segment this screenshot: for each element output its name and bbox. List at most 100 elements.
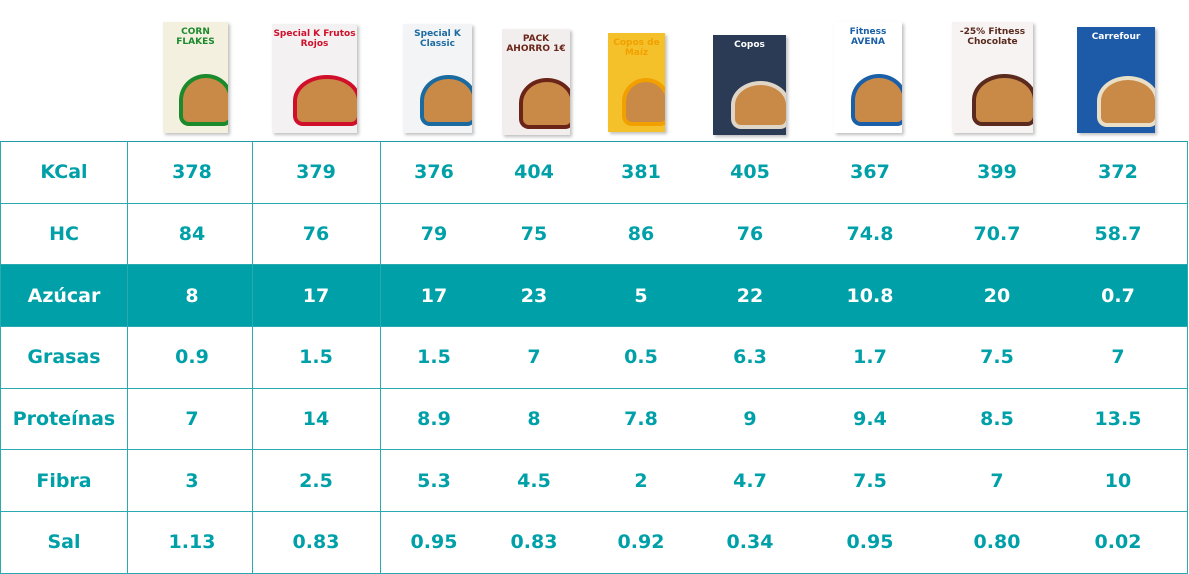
table-cell: 7 [1111,346,1125,369]
row-label: Fibra [36,469,92,492]
product-name: Fitness AVENA [849,27,887,47]
table-cell: 0.7 [1101,284,1135,307]
divider [380,141,381,573]
table-row: Proteínas 7 14 8.9 8 7.8 9 9.4 8.5 13.5 [0,389,1188,451]
table-cell: 399 [977,161,1017,184]
table-cell: 0.83 [510,531,558,554]
table-cell: 381 [621,161,661,184]
table-cell: 7 [527,346,541,369]
cereal-bowl-icon [972,73,1033,127]
table-cell: 22 [736,284,764,307]
row-label: KCal [40,161,88,184]
table-cell: 404 [514,161,554,184]
table-cell: 7 [185,408,199,431]
table-cell: 367 [850,161,890,184]
table-cell: 7 [990,469,1004,492]
table-cell: 0.92 [617,531,665,554]
table-cell: 23 [520,284,548,307]
table-cell: 0.95 [846,531,894,554]
table-cell: 1.5 [299,346,333,369]
cereal-box-image: Special K Frutos Rojos [272,24,357,133]
cereal-box-image: CORN FLAKES [163,22,228,133]
table-row: Grasas 0.9 1.5 1.5 7 0.5 6.3 1.7 7.5 7 [0,327,1188,389]
cereal-bowl-icon [519,78,570,129]
row-label: Sal [47,531,81,554]
table-cell: 405 [730,161,770,184]
table-cell: 0.5 [624,346,658,369]
divider [252,141,253,573]
table-cell: 8 [185,284,199,307]
table-cell: 1.13 [168,531,216,554]
table-cell: 2.5 [299,469,333,492]
table-cell: 74.8 [846,223,894,246]
table-row: HC 84 76 79 75 86 76 74.8 70.7 58.7 [0,204,1188,266]
table-row: Sal 1.13 0.83 0.95 0.83 0.92 0.34 0.95 0.80 0.02 [0,512,1188,574]
table-cell: 7.8 [624,408,658,431]
table-row: Fibra 3 2.5 5.3 4.5 2 4.7 7.5 7 10 [0,450,1188,513]
table-cell: 0.80 [973,531,1021,554]
table-cell: 10 [1104,469,1132,492]
table-cell: 76 [302,223,330,246]
table-cell: 17 [420,284,448,307]
table-cell: 4.5 [517,469,551,492]
table-cell: 1.5 [417,346,451,369]
table-row: KCal 378 379 376 404 381 405 367 399 372 [0,142,1188,204]
cereal-box-image: Fitness AVENA [834,22,902,133]
table-cell: 0.95 [410,531,458,554]
cereal-box-image: Copos [713,35,786,135]
table-cell: 9 [743,408,757,431]
nutrition-table: KCal 378 379 376 404 381 405 367 399 372 HC 84 76 79 7… [0,141,1188,574]
table-row: Azúcar 8 17 17 23 5 22 10.8 20 0.7 [0,265,1188,328]
table-cell: 1.7 [853,346,887,369]
cereal-box-image: Special K Classic [403,24,472,133]
table-cell: 84 [178,223,206,246]
table-cell: 17 [302,284,330,307]
table-cell: 8 [527,408,541,431]
table-cell: 7.5 [980,346,1014,369]
product-name: Special K Classic [414,29,461,49]
table-cell: 9.4 [853,408,887,431]
cereal-box-image: Copos de Maíz [608,33,665,132]
row-label: HC [49,223,79,246]
table-cell: 7.5 [853,469,887,492]
table-cell: 13.5 [1094,408,1142,431]
product-name: CORN FLAKES [176,27,215,47]
product-name: Copos de Maíz [613,38,660,58]
table-cell: 86 [627,223,655,246]
row-label: Grasas [27,346,101,369]
table-cell: 75 [520,223,548,246]
product-name: -25% Fitness Chocolate [959,27,1026,47]
table-cell: 5.3 [417,469,451,492]
table-cell: 10.8 [846,284,894,307]
cereal-box-image: Carrefour [1077,27,1155,133]
table-cell: 70.7 [973,223,1021,246]
product-name: PACK AHORRO 1€ [506,34,566,54]
table-cell: 372 [1098,161,1138,184]
table-cell: 76 [736,223,764,246]
cereal-bowl-icon [851,73,902,127]
table-cell: 8.5 [980,408,1014,431]
table-cell: 3 [185,469,199,492]
cereal-bowl-icon [731,81,786,129]
divider [127,141,128,573]
cereal-box-image: PACK AHORRO 1€ [502,29,570,135]
table-cell: 14 [302,408,330,431]
table-cell: 376 [414,161,454,184]
table-cell: 2 [634,469,648,492]
table-cell: 20 [983,284,1011,307]
product-name: Carrefour [1091,32,1141,42]
table-cell: 0.02 [1094,531,1142,554]
table-cell: 378 [172,161,212,184]
divider [1187,141,1188,573]
divider [0,141,1,573]
product-name: Copos [734,40,765,50]
cereal-bowl-icon [420,74,472,127]
row-label: Azúcar [27,284,101,307]
cereal-bowl-icon [179,73,228,127]
table-cell: 8.9 [417,408,451,431]
table-cell: 58.7 [1094,223,1142,246]
table-cell: 5 [634,284,648,307]
cereal-bowl-icon [622,78,665,127]
table-cell: 6.3 [733,346,767,369]
cereal-bowl-icon [293,74,357,127]
